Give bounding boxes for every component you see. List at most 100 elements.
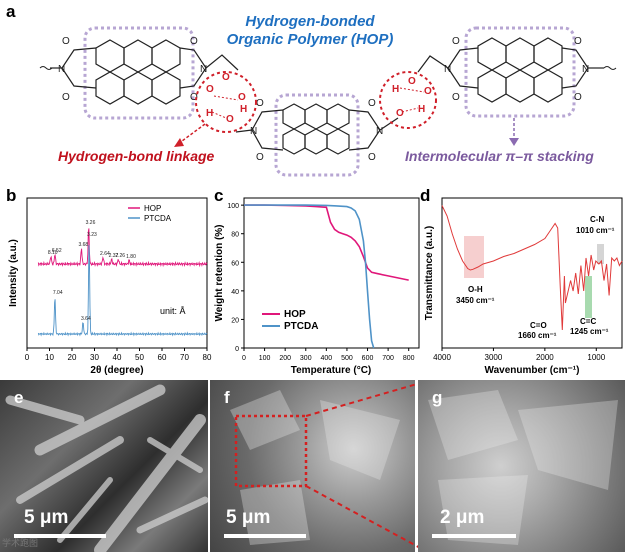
tga-line-ptcda [244,204,375,349]
perylene-core-center [282,103,350,155]
ftir-line [441,205,623,331]
xrd-hop-peak-label: 2.37 [109,253,119,259]
ftir-cn-label: C-N [590,215,604,224]
xrd-hop-peak-label: 6.52 [52,248,62,254]
ftir-xtick-label: 4000 [433,353,451,362]
stacking-box-left [83,26,195,120]
tga-xtick-label: 400 [321,355,333,362]
svg-text:O: O [256,98,264,109]
panel-d-label: d [420,186,431,205]
atom-labels: OON OON OON OON OON OON [58,36,589,163]
zoom-region-box [234,414,308,488]
ftir-chart: 4000 3000 2000 1000 O-H 3450 cm⁻¹ C=O 1660 … [424,197,623,376]
tga-ylabel: Weight retention (%) [214,224,225,321]
perylene-core-left [95,39,181,105]
svg-text:H: H [240,104,247,115]
tga-ytick-label: 100 [227,203,239,210]
ftir-cn-value: 1010 cm⁻¹ [576,226,615,235]
svg-text:H: H [206,108,213,119]
hbond-linkage-label: Hydrogen-bond linkage [58,148,215,164]
hbond-circle-right [379,71,437,129]
xrd-legend-hop: HOP [144,204,161,213]
svg-text:O: O [62,92,70,103]
svg-text:O: O [396,108,404,119]
hbond-arrowhead [174,138,184,147]
xrd-ptcda-peak-label: 3.64 [81,316,91,322]
xrd-xtick-label: 60 [158,353,167,362]
chain-end-right [603,66,617,70]
perylene-core-right [477,37,563,103]
hop-title-line1: Hydrogen-bonded [245,13,375,30]
xrd-xlabel: 2θ (degree) [90,365,143,376]
xrd-ptcda-line [37,245,208,337]
ftir-annotations: O-H 3450 cm⁻¹ C=O 1660 cm⁻¹ C=C 1245 cm⁻… [456,215,615,340]
svg-text:N: N [200,64,207,75]
tga-xlabel: Temperature (°C) [291,365,372,376]
xrd-hop-peak-label: 2.26 [115,253,125,259]
xrd-ptcda-peak-label: 7.04 [53,290,63,296]
sem-f-scale-text: 5 μm [226,507,271,528]
hop-title-line2: Organic Polymer (HOP) [226,31,394,48]
xrd-legend-ptcda: PTCDA [144,214,172,223]
ftir-oh-value: 3450 cm⁻¹ [456,296,495,305]
xrd-peak-labels: 8.106.52 3.68 3.26 2.642.372.26 1.80 7.04 3.64… [48,220,136,322]
xrd-ylabel: Intensity (a.u.) [8,239,19,307]
ftir-cc-label: C=C [580,317,596,326]
ftir-oh-label: O-H [468,285,483,294]
ftir-xtick-label: 1000 [587,353,605,362]
xrd-xtick-label: 30 [90,353,99,362]
svg-text:O: O [222,72,230,83]
xrd-hop-line [37,228,208,268]
svg-text:O: O [256,152,264,163]
xrd-xtick-label: 80 [203,353,212,362]
xrd-ptcda-peak-label: 3.23 [87,232,97,238]
tga-chart: 0 100 200 300 400 500 600 700 800 0 20 40 60 80 100 HO… [214,197,420,376]
svg-text:O: O [452,92,460,103]
tga-xtick-label: 100 [259,355,271,362]
svg-text:O: O [238,92,246,103]
tga-ytick-label: 60 [231,260,239,267]
xrd-xtick-label: 10 [45,353,54,362]
svg-text:N: N [582,64,589,75]
svg-text:O: O [408,76,416,87]
hbond-atoms: OOH OOH HOO HO [206,72,432,125]
sem-e-scale-bar [14,534,106,538]
panel-a-label: a [6,2,16,21]
stacking-box-center [274,93,360,177]
svg-text:O: O [190,92,198,103]
molecular-structure-diagram: OON OON OON OON OON OON OOH OOH HOO HO [39,26,617,177]
ftir-co-value: 1660 cm⁻¹ [518,331,557,340]
ftir-series [441,205,623,331]
ftir-xlabel: Wavenumber (cm⁻¹) [485,365,580,376]
sem-g-texture [428,390,618,545]
svg-text:O: O [226,114,234,125]
ftir-cc-value: 1245 cm⁻¹ [570,327,609,336]
svg-text:O: O [574,92,582,103]
panel-f-label: f [224,388,230,407]
xrd-hop-peak-label: 1.80 [126,254,136,260]
ftir-cc-band [585,276,592,318]
tga-xtick-label: 500 [341,355,353,362]
sem-g-scale-bar [432,534,516,538]
svg-text:O: O [206,84,214,95]
svg-text:O: O [190,36,198,47]
ftir-oh-band [464,236,484,278]
panel-e-label: e [14,388,24,407]
svg-text:N: N [250,126,257,137]
watermark: 学术跑图 [2,538,39,548]
ftir-cn-band [597,244,604,264]
sem-e-scale-text: 5 μm [24,507,69,528]
tga-ytick-label: 80 [231,232,239,239]
svg-text:N: N [444,64,451,75]
ftir-xtick-label: 2000 [536,353,554,362]
tga-legend-hop: HOP [284,309,306,320]
hbond-arrow [177,123,206,145]
xrd-xtick-label: 70 [180,353,189,362]
xrd-hop-peak-label: 3.68 [78,242,88,248]
svg-text:O: O [452,36,460,47]
tga-xtick-label: 800 [403,355,415,362]
sem-g-scale-text: 2 μm [440,507,485,528]
hop-title: Hydrogen-bonded Organic Polymer (HOP) [205,13,415,49]
xrd-xtick-label: 0 [25,353,30,362]
tga-ytick-label: 20 [231,317,239,324]
